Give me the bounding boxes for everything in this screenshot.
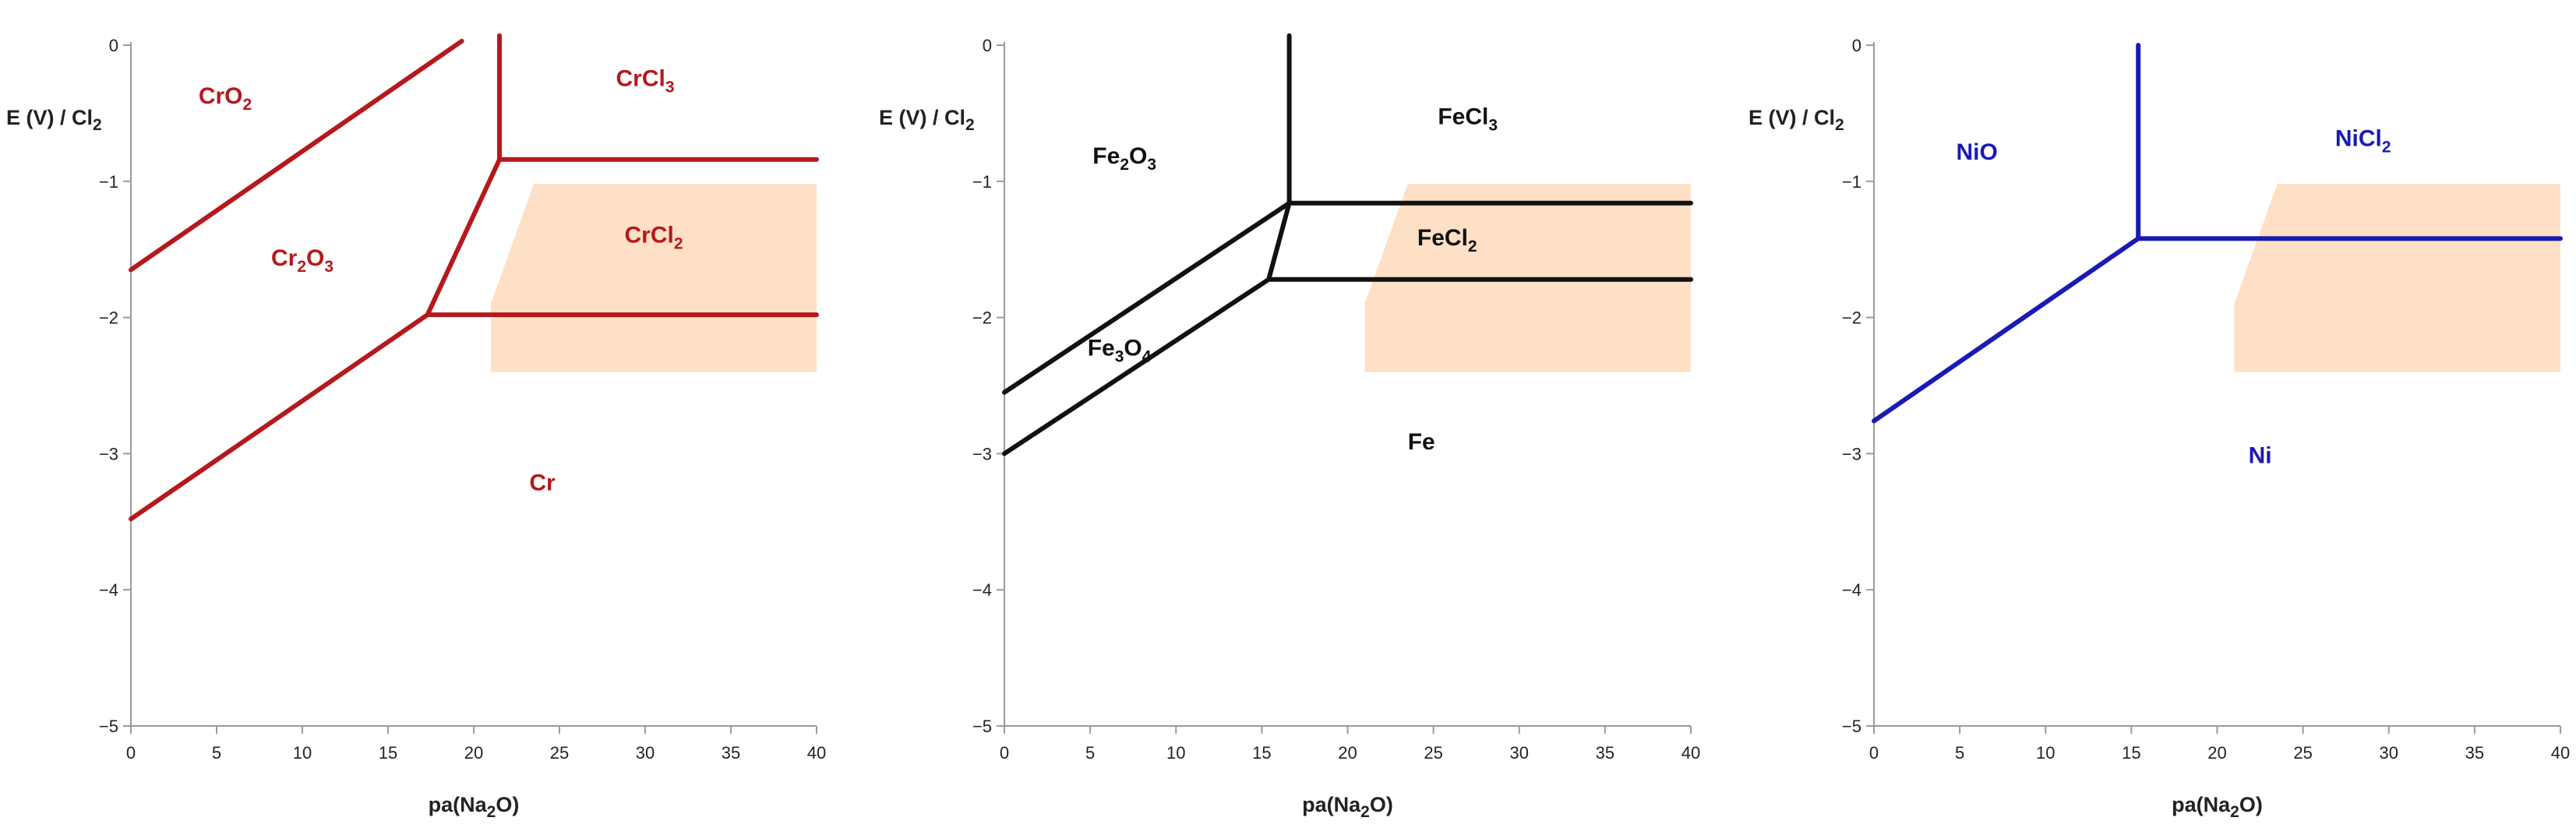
region-label: FeCl2 <box>1417 225 1477 255</box>
phase-boundary-line <box>129 312 430 522</box>
y-tick-label: 0 <box>109 36 118 55</box>
y-axis-label: E (V) / Cl2 <box>1749 106 1844 134</box>
x-axis-label: pa(Na2O) <box>429 793 520 821</box>
y-axis-label: E (V) / Cl2 <box>879 106 975 134</box>
x-tick-label: 5 <box>1955 743 1964 763</box>
x-tick-label: 35 <box>1596 743 1614 763</box>
phase-boundary-line <box>1002 277 1272 456</box>
x-tick-label: 10 <box>1166 743 1185 763</box>
x-tick-label: 30 <box>2380 743 2398 763</box>
y-tick-label: 0 <box>983 36 992 55</box>
fe-pourbaix-panel: 0 −1 −2 −3 −4 −5 0 5 10 15 20 25 30 35 40 pa(Na2O) E (V)… <box>879 33 1700 821</box>
x-axis-label: pa(Na2O) <box>2172 793 2263 821</box>
x-tick-label: 15 <box>379 743 397 763</box>
x-tick-label: 40 <box>807 743 826 763</box>
region-label: Fe3O4 <box>1088 336 1152 366</box>
x-tick-label: 10 <box>2036 743 2055 763</box>
x-tick-label: 0 <box>1000 743 1009 763</box>
shaded-region <box>491 184 817 372</box>
y-tick-label: −2 <box>99 308 118 328</box>
region-label: CrO2 <box>199 83 252 114</box>
phase-boundary-line <box>1266 200 1292 282</box>
region-label: NiO <box>1956 139 1997 165</box>
x-tick-label: 0 <box>126 743 136 763</box>
region-label: Cr2O3 <box>271 245 333 276</box>
y-tick-label: −1 <box>972 172 992 192</box>
x-tick-label: 20 <box>1338 743 1357 763</box>
x-tick-label: 20 <box>2207 743 2226 763</box>
y-tick-label: 0 <box>1852 36 1861 55</box>
x-tick-label: 35 <box>2465 743 2484 763</box>
region-label: CrCl3 <box>616 65 674 96</box>
y-tick-label: −5 <box>972 717 992 736</box>
x-tick-label: 10 <box>293 743 312 763</box>
y-axis-label: E (V) / Cl2 <box>6 106 102 134</box>
x-tick-label: 35 <box>722 743 740 763</box>
region-label: FeCl3 <box>1438 104 1498 134</box>
y-tick-label: −4 <box>99 580 118 600</box>
x-tick-label: 15 <box>1252 743 1271 763</box>
x-tick-label: 30 <box>1510 743 1529 763</box>
region-label: NiCl2 <box>2335 125 2391 156</box>
y-tick-label: −1 <box>1842 172 1861 192</box>
phase-boundary-line <box>425 157 502 318</box>
y-tick-label: −4 <box>972 580 992 600</box>
phase-boundary-line <box>1002 200 1292 395</box>
x-tick-label: 30 <box>636 743 655 763</box>
ni-pourbaix-panel: 0 −1 −2 −3 −4 −5 0 5 10 15 20 25 30 35 40 pa(Na2O) E (V)… <box>1749 36 2570 821</box>
region-label: Cr <box>529 470 556 496</box>
y-tick-label: −5 <box>1842 717 1861 736</box>
region-label: Fe <box>1408 429 1435 455</box>
x-axis-label: pa(Na2O) <box>1302 793 1393 821</box>
x-tick-label: 5 <box>1085 743 1095 763</box>
region-label: CrCl2 <box>624 222 683 252</box>
x-tick-label: 5 <box>212 743 221 763</box>
y-tick-label: −2 <box>1842 308 1861 328</box>
x-tick-label: 20 <box>464 743 483 763</box>
shaded-region <box>2234 184 2560 372</box>
x-tick-label: 15 <box>2122 743 2140 763</box>
y-tick-label: −3 <box>99 444 118 463</box>
x-tick-label: 25 <box>2293 743 2312 763</box>
phase-boundary-line <box>1872 236 2141 424</box>
y-tick-label: −3 <box>972 444 992 463</box>
phase-boundary-line <box>129 38 464 273</box>
y-tick-label: −2 <box>972 308 992 328</box>
x-tick-label: 40 <box>1681 743 1700 763</box>
y-tick-label: −3 <box>1842 444 1861 463</box>
cr-pourbaix-panel: 0 −1 −2 −3 −4 −5 0 5 10 15 20 25 30 35 40 pa(Na2O) E (V)… <box>6 33 826 821</box>
x-tick-label: 25 <box>1424 743 1442 763</box>
x-tick-label: 0 <box>1869 743 1879 763</box>
region-label: Fe2O3 <box>1092 143 1156 174</box>
y-tick-label: −1 <box>99 172 118 192</box>
y-tick-label: −4 <box>1842 580 1861 600</box>
x-tick-label: 25 <box>550 743 569 763</box>
region-label: Ni <box>2249 443 2272 469</box>
x-tick-label: 40 <box>2551 743 2570 763</box>
y-tick-label: −5 <box>99 717 118 736</box>
